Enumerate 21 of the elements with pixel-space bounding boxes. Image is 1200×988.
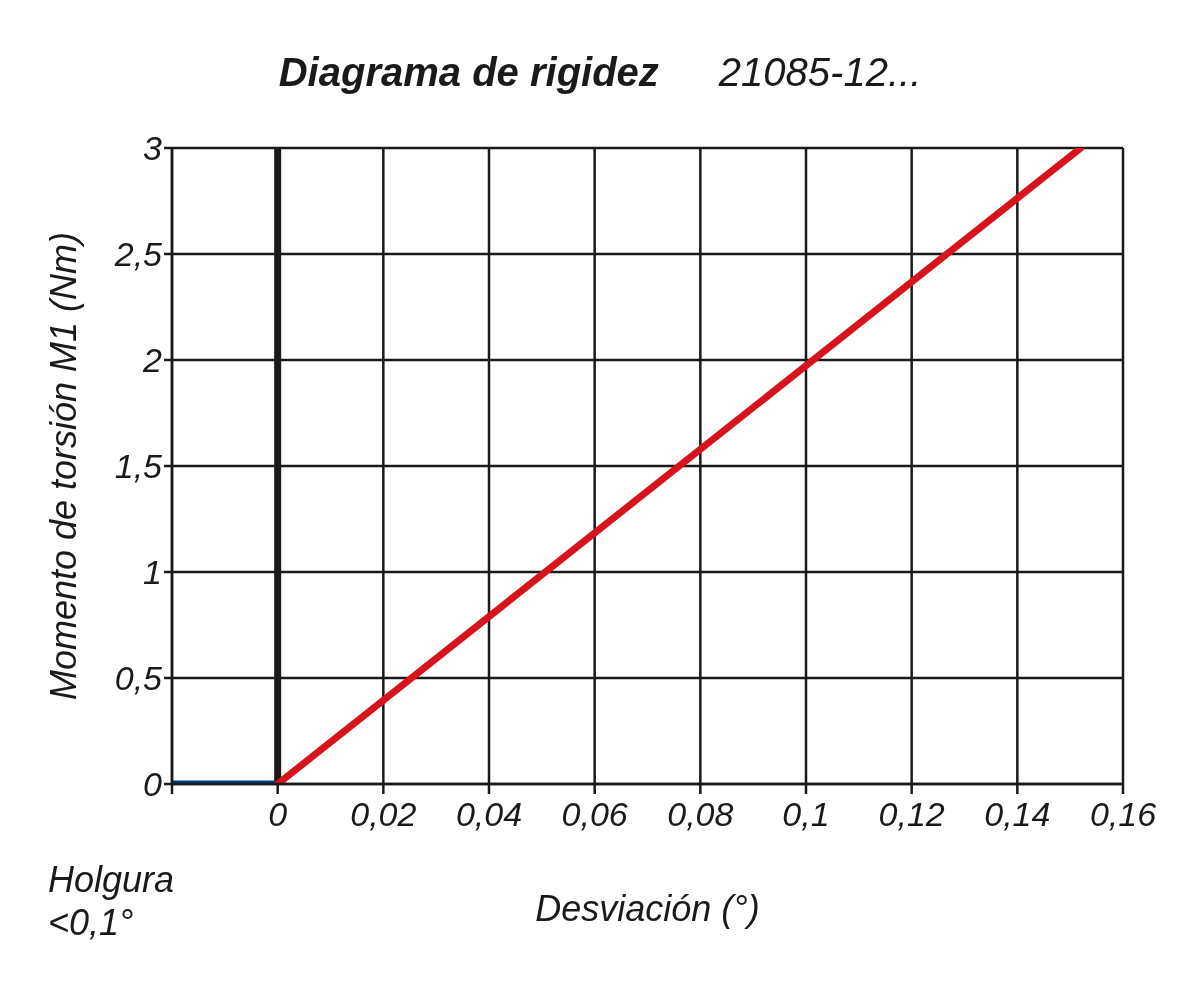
chart-title: Diagrama de rigidez xyxy=(278,50,659,94)
x-tick-label: 0,14 xyxy=(984,795,1051,834)
y-tick-label: 2,5 xyxy=(113,235,163,274)
x-tick-label: 0,12 xyxy=(878,795,945,834)
x-tick-label: 0,02 xyxy=(350,795,417,834)
chart-subtitle: 21085-12... xyxy=(718,50,922,94)
y-axis-title: Momento de torsión M1 (Nm) xyxy=(43,231,85,701)
y-tick-label: 0 xyxy=(143,765,163,804)
text: Holgura <0,1° xyxy=(48,858,176,945)
x-tick-label: 0,06 xyxy=(561,795,628,834)
y-tick-label: 0,5 xyxy=(114,659,163,698)
y-tick-label: 2 xyxy=(142,341,163,380)
y-tick-label: 3 xyxy=(143,129,163,168)
x-tick-label: 0,04 xyxy=(455,795,523,834)
x-tick-label: 0 xyxy=(268,795,288,834)
x-tick-label: 0,1 xyxy=(782,795,830,834)
x-axis-title: Desviación (°) xyxy=(535,888,760,929)
x-tick-label: 0,16 xyxy=(1089,795,1157,834)
y-tick-label: 1,5 xyxy=(114,447,163,486)
y-tick-label: 1 xyxy=(143,553,162,592)
x-tick-label: 0,08 xyxy=(667,795,734,834)
